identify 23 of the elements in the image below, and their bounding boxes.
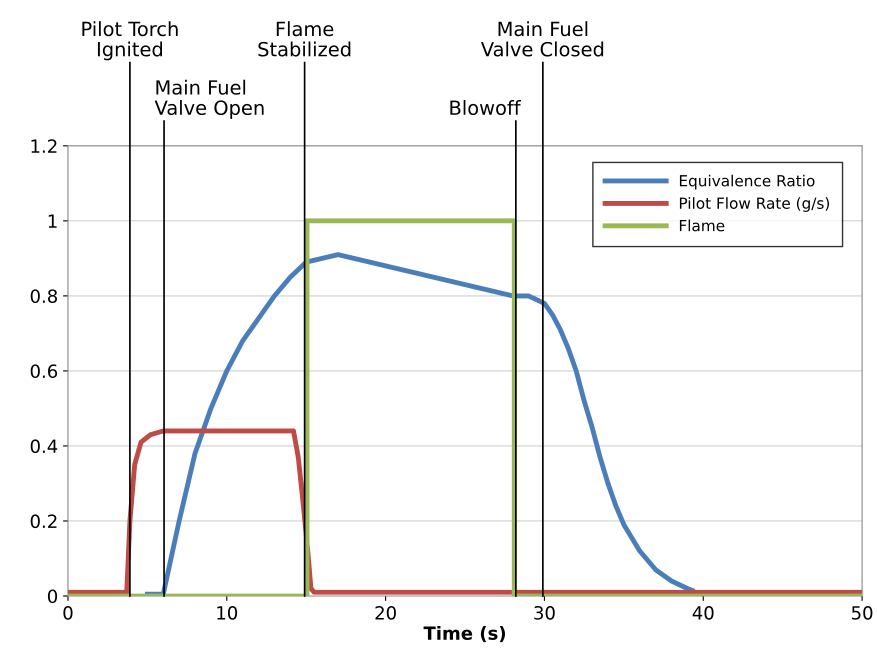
ref-line-label: Main Fuel Valve Closed <box>480 21 604 57</box>
y-tick-label: 1.2 <box>32 139 56 153</box>
x-axis-title: Time (s) <box>424 626 506 642</box>
x-tick-label: 30 <box>534 606 555 620</box>
line-series <box>144 252 695 596</box>
y-tick-label: 0.2 <box>30 514 56 528</box>
legend-label: Equivalence Ratio <box>680 174 814 190</box>
ref-line-label: Blowoff <box>450 100 521 116</box>
x-tick-label: 0 <box>63 606 73 620</box>
y-tick-label: 0.4 <box>30 439 58 454</box>
y-tick-label: 0 <box>48 589 58 604</box>
legend-label: Flame <box>680 220 724 232</box>
ref-line-label: Main Fuel Valve Open <box>154 80 264 119</box>
y-tick-label: 0.8 <box>30 289 58 304</box>
legend-label: Pilot Flow Rate (g/s) <box>680 197 830 212</box>
ref-line-label: Flame Stabilized <box>258 21 350 57</box>
ref-line-label: Pilot Torch Ignited <box>82 21 178 60</box>
x-tick-label: 50 <box>852 606 872 620</box>
y-tick-label: 1 <box>48 214 57 228</box>
x-tick-label: 40 <box>692 606 714 620</box>
x-tick-label: 10 <box>217 606 238 620</box>
x-tick-label: 20 <box>375 606 396 620</box>
y-tick-label: 0.6 <box>30 364 58 378</box>
